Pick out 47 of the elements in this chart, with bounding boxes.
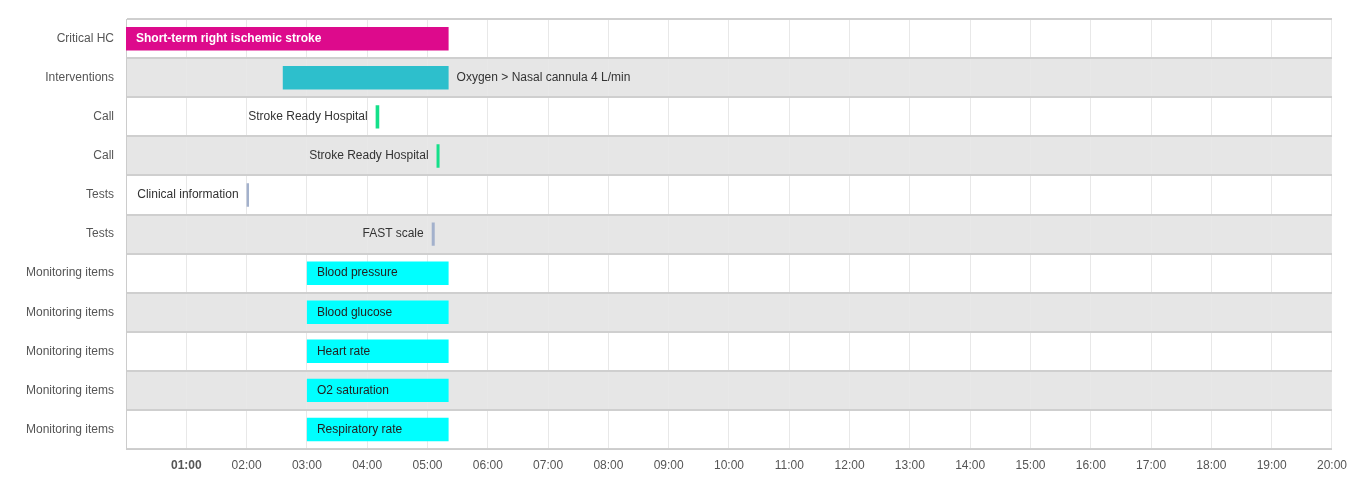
y-tick-label: Interventions <box>45 70 114 85</box>
x-tick-label: 02:00 <box>231 457 262 472</box>
x-tick-label: 04:00 <box>352 457 383 472</box>
data-label: Blood pressure <box>316 265 398 280</box>
bar <box>436 144 440 168</box>
y-tick-label: Monitoring items <box>25 343 114 358</box>
data-label: Respiratory rate <box>316 421 403 436</box>
x-tick-label: 16:00 <box>1075 457 1107 472</box>
y-tick-label: Call <box>93 109 114 124</box>
bar <box>306 339 449 364</box>
x-tick-label: 17:00 <box>1136 457 1167 472</box>
y-tick-label: Monitoring items <box>25 382 114 397</box>
data-label: Blood glucose <box>316 304 393 319</box>
y-tick-label: Critical HC <box>56 31 115 46</box>
y-tick-label: Monitoring items <box>25 421 114 436</box>
y-tick-label: Tests <box>85 187 114 202</box>
x-tick-label: 19:00 <box>1256 457 1288 472</box>
data-label: Clinical information <box>137 187 239 202</box>
x-tick-label: 03:00 <box>291 457 323 472</box>
y-tick-label: Tests <box>85 226 114 241</box>
y-tick-label: Monitoring items <box>25 304 114 319</box>
x-tick-label: 14:00 <box>955 457 986 472</box>
x-tick-label: 05:00 <box>412 457 443 472</box>
x-tick-label: 15:00 <box>1015 457 1046 472</box>
x-tick-label: 20:00 <box>1316 457 1348 472</box>
data-label: Heart rate <box>316 343 371 358</box>
data-label: O2 saturation <box>316 382 389 397</box>
x-tick-label: 07:00 <box>533 457 564 472</box>
x-tick-label: 08:00 <box>593 457 624 472</box>
x-tick-label: 11:00 <box>774 457 805 472</box>
x-tick-label: 13:00 <box>894 457 926 472</box>
x-tick-label: 12:00 <box>834 457 865 472</box>
x-tick-label: 09:00 <box>653 457 685 472</box>
x-tick-label: 18:00 <box>1196 457 1227 472</box>
y-tick-label: Monitoring items <box>25 265 114 280</box>
bar <box>431 222 435 246</box>
data-label: Oxygen > Nasal cannula 4 L/min <box>456 70 631 85</box>
y-tick-label: Call <box>93 148 114 163</box>
x-tick-label: 10:00 <box>713 457 745 472</box>
x-tick-label: 01:00 <box>170 457 202 472</box>
data-label: Short-term right ischemic stroke <box>136 31 322 46</box>
data-label: FAST scale <box>362 226 425 241</box>
data-label: Stroke Ready Hospital <box>309 148 429 163</box>
bar <box>306 261 449 285</box>
bar <box>282 66 449 90</box>
x-tick-label: 06:00 <box>472 457 504 472</box>
data-label: Stroke Ready Hospital <box>248 109 368 124</box>
